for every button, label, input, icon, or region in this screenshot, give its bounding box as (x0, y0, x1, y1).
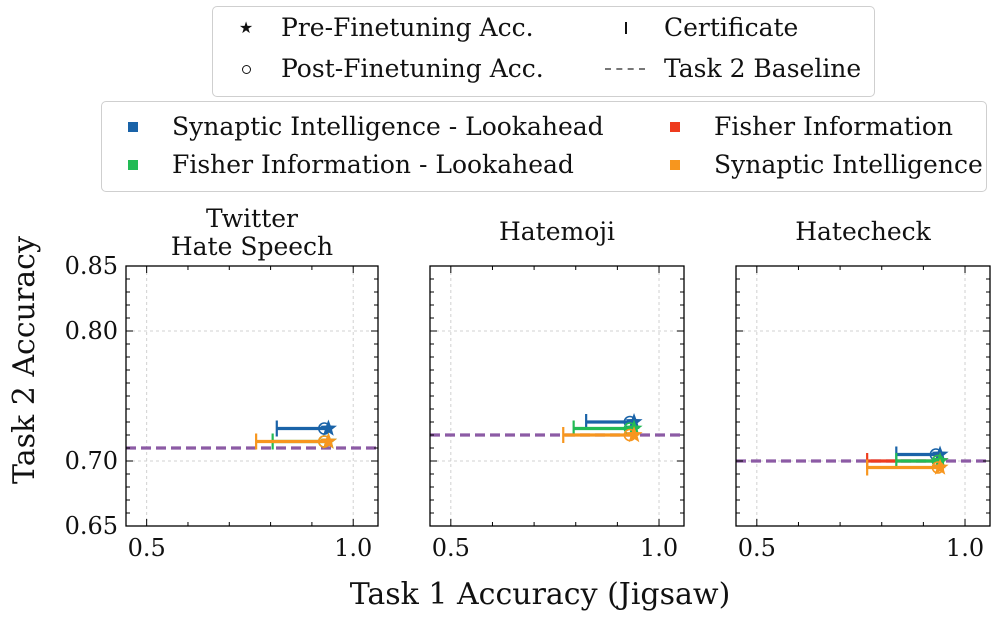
x-tick-label: 0.5 (432, 534, 470, 562)
pre-finetuning-marker (319, 432, 337, 449)
pre-finetuning-marker (931, 458, 949, 475)
star-icon: ★ (238, 18, 254, 37)
marker-legend: ★ Pre-Finetuning Acc. Certificate Post-F… (212, 6, 875, 97)
x-tick-label: 1.0 (946, 534, 984, 562)
panel-title: Hatemoji (499, 217, 615, 246)
panel-title: Hate Speech (171, 232, 333, 261)
plot-frame (125, 265, 379, 527)
x-tick-label: 1.0 (640, 534, 678, 562)
legend-swatch (128, 122, 138, 132)
legend-swatch (670, 160, 680, 170)
legend-label: Synaptic Intelligence - Lookahead (172, 112, 604, 141)
legend-label: Pre-Finetuning Acc. (281, 13, 534, 42)
panel-title: Twitter (206, 204, 298, 233)
y-tick-label: 0.70 (65, 447, 118, 475)
legend-label: Synaptic Intelligence (714, 150, 983, 179)
legend-label: Task 2 Baseline (664, 54, 862, 83)
plot-frame (429, 265, 685, 527)
chart-panel-3: 0.5 1.0 Hatecheck (735, 217, 991, 562)
legend-swatch (670, 122, 680, 132)
chart-panel-2: 0.5 1.0 Hatemoji (429, 217, 685, 562)
panel-title: Hatecheck (795, 217, 931, 246)
y-axis-label: Task 2 Accuracy (7, 236, 42, 484)
legend-swatch (128, 160, 138, 170)
method-legend: Synaptic Intelligence - Lookahead Fisher… (101, 101, 987, 192)
legend-label: Certificate (664, 13, 799, 42)
y-tick-label: 0.65 (65, 512, 118, 540)
x-tick-label: 1.0 (334, 534, 372, 562)
legend-label: Fisher Information - Lookahead (172, 150, 574, 179)
x-tick-label: 0.5 (128, 534, 166, 562)
dashed-line-icon (601, 54, 649, 84)
y-tick-label: 0.80 (65, 317, 118, 345)
x-tick-label: 0.5 (738, 534, 776, 562)
legend-label: Fisher Information (714, 112, 954, 141)
tick-icon (613, 13, 639, 43)
y-tick-label: 0.85 (65, 252, 118, 280)
legend-label: Post-Finetuning Acc. (281, 54, 544, 83)
x-axis-label: Task 1 Accuracy (Jigsaw) (350, 577, 731, 612)
pre-finetuning-marker (319, 419, 337, 436)
pre-finetuning-marker (625, 426, 643, 443)
circle-icon (233, 54, 259, 84)
plot-frame (735, 265, 991, 527)
